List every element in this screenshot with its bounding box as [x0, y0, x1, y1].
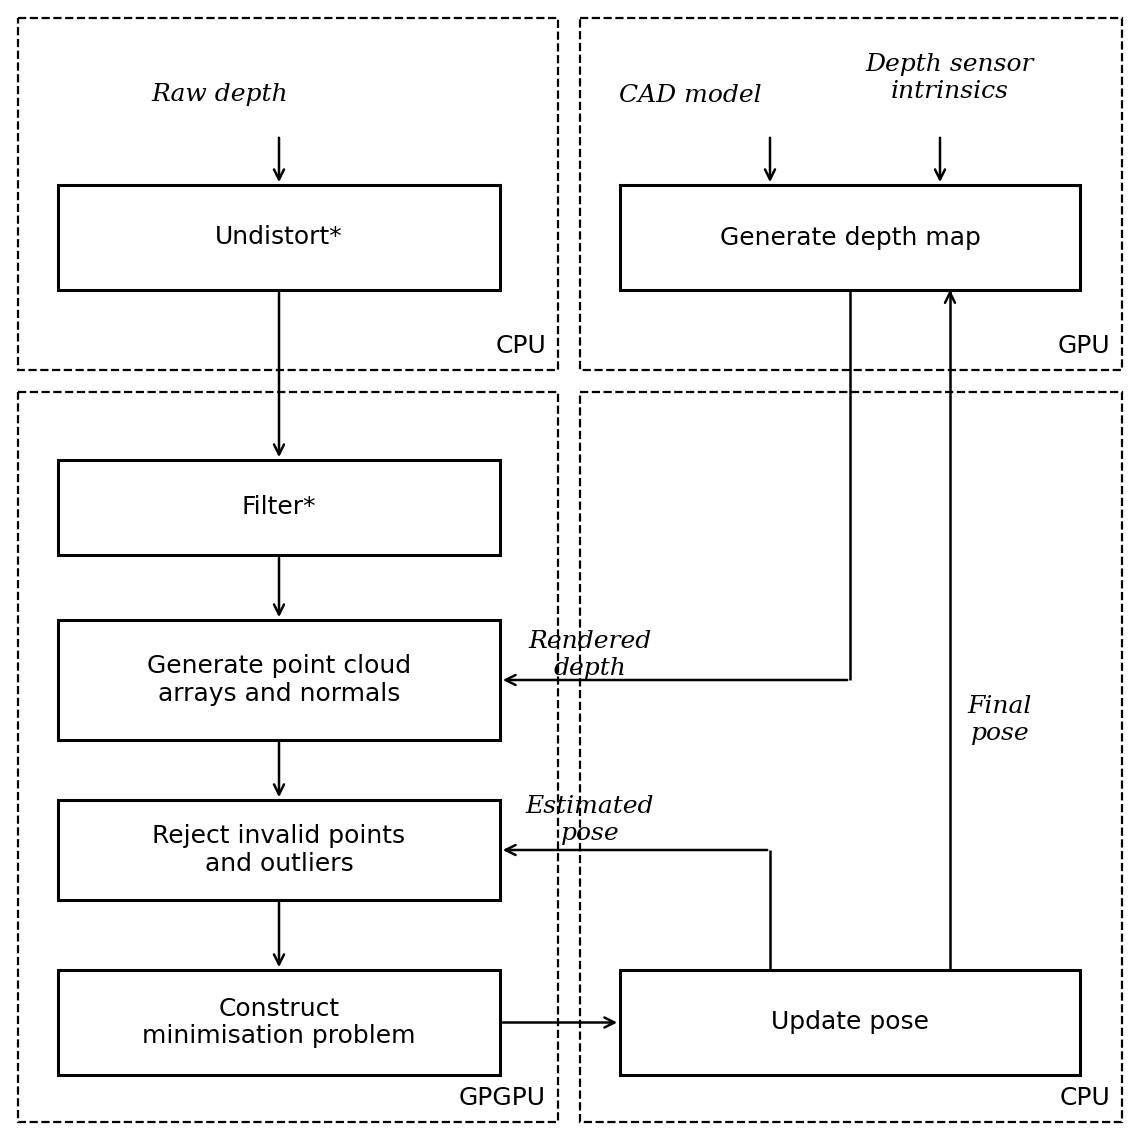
- Text: GPGPU: GPGPU: [459, 1086, 546, 1110]
- Bar: [620, 185, 1080, 290]
- Bar: [580, 18, 1122, 370]
- Bar: [580, 392, 1122, 1121]
- Text: Generate depth map: Generate depth map: [719, 225, 981, 249]
- Bar: [58, 460, 500, 555]
- Bar: [58, 801, 500, 900]
- Text: GPU: GPU: [1057, 333, 1110, 357]
- Text: Rendered
depth: Rendered depth: [528, 630, 652, 679]
- Text: CPU: CPU: [495, 333, 546, 357]
- Text: CAD model: CAD model: [619, 83, 761, 106]
- Text: Estimated
pose: Estimated pose: [526, 795, 654, 845]
- Text: Undistort*: Undistort*: [215, 225, 343, 249]
- Text: Filter*: Filter*: [241, 496, 316, 520]
- Text: Update pose: Update pose: [772, 1011, 929, 1035]
- Text: Construct
minimisation problem: Construct minimisation problem: [142, 997, 415, 1048]
- Bar: [58, 185, 500, 290]
- Text: Reject invalid points
and outliers: Reject invalid points and outliers: [152, 825, 405, 876]
- Bar: [58, 620, 500, 740]
- Text: Final
pose: Final pose: [967, 695, 1032, 745]
- Text: Raw depth: Raw depth: [151, 83, 288, 106]
- Bar: [18, 392, 558, 1121]
- Text: Generate point cloud
arrays and normals: Generate point cloud arrays and normals: [147, 654, 411, 706]
- Bar: [620, 970, 1080, 1075]
- Text: CPU: CPU: [1059, 1086, 1110, 1110]
- Text: Depth sensor
intrinsics: Depth sensor intrinsics: [866, 54, 1034, 103]
- Bar: [18, 18, 558, 370]
- Bar: [58, 970, 500, 1075]
